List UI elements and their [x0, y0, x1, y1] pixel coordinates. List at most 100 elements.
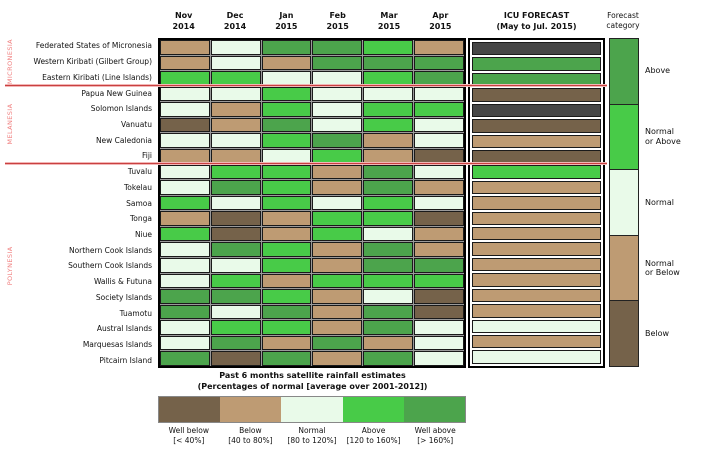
- icu-forecast-cell: [472, 119, 601, 133]
- icu-forecast-cell: [472, 211, 601, 226]
- island-label: Marquesas Islands: [82, 340, 152, 350]
- rainfall-cell: [312, 164, 363, 180]
- legend-label: Well below [< 40%]: [158, 426, 220, 446]
- month-header-month: Jan: [279, 11, 294, 20]
- rainfall-cell: [312, 242, 363, 257]
- rainfall-cell: [363, 180, 414, 195]
- rainfall-cell: [312, 86, 363, 102]
- forecast-category-label: Normal or Below: [645, 258, 680, 278]
- rainfall-cell: [312, 257, 363, 273]
- rainfall-cell: [363, 211, 414, 226]
- island-label: Samoa: [126, 198, 152, 208]
- rainfall-cell: [414, 40, 464, 55]
- icu-forecast-header-line1: ICU FORECAST: [503, 11, 570, 20]
- forecast-category-header: Forecast category: [592, 11, 654, 31]
- rainfall-cell: [312, 40, 363, 55]
- month-header-year: 2015: [275, 22, 298, 31]
- island-label: Pitcairn Island: [99, 355, 152, 365]
- rainfall-cell: [363, 304, 414, 320]
- rainfall-cell: [312, 304, 363, 320]
- rainfall-cell: [363, 55, 414, 71]
- icu-forecast-cell: [472, 134, 601, 148]
- rainfall-cell: [363, 117, 414, 133]
- rainfall-cell: [312, 211, 363, 226]
- island-label: Vanuatu: [121, 119, 152, 129]
- icu-forecast-header-line2: (May to Jul. 2015): [496, 22, 577, 31]
- rainfall-cell: [261, 40, 312, 55]
- rainfall-cell: [363, 195, 414, 211]
- rainfall-cell: [414, 86, 464, 102]
- rainfall-legend-labels: Well below [< 40%] Below [40 to 80%] Normal[…: [158, 426, 466, 446]
- rainfall-cell: [261, 320, 312, 335]
- rainfall-cell: [261, 242, 312, 257]
- rainfall-cell: [363, 335, 414, 351]
- rainfall-cell: [261, 226, 312, 242]
- forecast-category-swatch: [610, 301, 638, 366]
- island-label: Tuvalu: [127, 167, 152, 177]
- rainfall-cell: [210, 180, 261, 195]
- rainfall-cell: [261, 86, 312, 102]
- legend-label: Below [40 to 80%]: [220, 426, 282, 446]
- rainfall-cell: [363, 351, 414, 366]
- icu-forecast-cell: [472, 42, 601, 56]
- rainfall-cell: [160, 242, 210, 257]
- rainfall-cell: [261, 289, 312, 304]
- forecast-category-label: Normal or Above: [645, 127, 681, 146]
- legend-swatch: [281, 397, 343, 422]
- icu-forecast-cell: [472, 227, 601, 241]
- rainfall-cell: [160, 211, 210, 226]
- legend-label-range: [40 to 80%]: [228, 436, 273, 445]
- icu-forecast-cell: [472, 319, 601, 334]
- rainfall-cell: [363, 133, 414, 148]
- rainfall-cell: [414, 226, 464, 242]
- forecast-category-label: Normal: [645, 197, 674, 207]
- rainfall-cell: [210, 242, 261, 257]
- rainfall-cell: [414, 195, 464, 211]
- island-labels: Federated States of Micronesia Western Ki…: [16, 38, 155, 368]
- rainfall-cell: [160, 351, 210, 366]
- rainfall-cell: [312, 180, 363, 195]
- rainfall-cell: [312, 55, 363, 71]
- rainfall-cell: [210, 320, 261, 335]
- rainfall-cell: [363, 86, 414, 102]
- island-label: Western Kiribati (Gilbert Group): [33, 57, 152, 67]
- icu-forecast-column: [468, 38, 605, 368]
- region-separator-line: [5, 162, 607, 166]
- month-header-month: Feb: [329, 11, 346, 20]
- icu-forecast-cell: [472, 57, 601, 71]
- legend-label-range: [< 40%]: [173, 436, 205, 445]
- island-label: Niue: [134, 229, 152, 239]
- rainfall-cell: [363, 102, 414, 117]
- legend-label-range: [120 to 160%]: [346, 436, 401, 445]
- rainfall-cell: [261, 117, 312, 133]
- forecast-category-header-line2: category: [606, 21, 640, 30]
- month-header: Jan 2015: [260, 10, 312, 32]
- rainfall-cell: [312, 117, 363, 133]
- rainfall-cell: [414, 351, 464, 366]
- rainfall-cell: [414, 242, 464, 257]
- rainfall-cell: [160, 195, 210, 211]
- month-header: Dec 2014: [209, 10, 261, 32]
- region-label-melanesia: MELANESIA: [6, 103, 14, 145]
- rainfall-cell: [312, 320, 363, 335]
- rainfall-cell: [312, 351, 363, 366]
- icu-forecast-cell: [472, 304, 601, 318]
- island-label: Southern Cook Islands: [68, 261, 152, 271]
- rainfall-cell: [160, 40, 210, 55]
- rainfall-cell: [312, 102, 363, 117]
- rainfall-cell: [210, 273, 261, 289]
- rainfall-cell: [160, 55, 210, 71]
- island-label: Tonga: [129, 214, 152, 224]
- rainfall-cell: [210, 351, 261, 366]
- rainfall-cell: [210, 117, 261, 133]
- island-label: Tokelau: [123, 182, 152, 192]
- rainfall-cell: [160, 133, 210, 148]
- rainfall-cell: [414, 55, 464, 71]
- island-label: Austral Islands: [96, 324, 152, 334]
- island-label: Federated States of Micronesia: [35, 41, 152, 51]
- rainfall-cell: [160, 180, 210, 195]
- legend-swatch: [159, 397, 221, 422]
- rainfall-cell: [210, 55, 261, 71]
- rainfall-cell: [414, 211, 464, 226]
